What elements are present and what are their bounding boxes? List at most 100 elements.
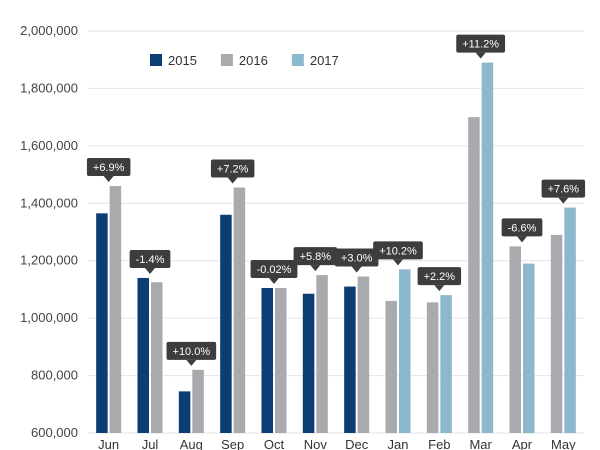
bar-2017-jan xyxy=(399,269,411,433)
legend-item-2016: 2016 xyxy=(220,53,268,68)
bar-2015-aug xyxy=(178,391,191,433)
annotation-box xyxy=(293,247,338,266)
annotation-pointer xyxy=(517,236,527,243)
annotation-callout: +7.6% xyxy=(541,179,586,204)
annotation-label: +2.2% xyxy=(424,271,456,283)
annotation-label: +7.6% xyxy=(548,184,580,196)
annotation-label: +6.9% xyxy=(93,162,125,174)
annotation-callout: -1.4% xyxy=(129,249,171,274)
bar-2016-feb xyxy=(426,302,439,433)
annotation-label: -0.02% xyxy=(257,264,292,276)
annotation-box xyxy=(417,267,462,286)
annotation-callout: +5.8% xyxy=(293,247,338,272)
annotation-pointer xyxy=(269,277,279,284)
x-tick-label: May xyxy=(551,437,576,450)
y-tick-label: 1,800,000 xyxy=(20,80,78,95)
x-tick-label: Nov xyxy=(304,437,328,450)
annotation-pointer xyxy=(434,285,445,292)
legend-swatch xyxy=(220,54,233,66)
bar-2015-jul xyxy=(137,277,149,433)
x-tick-label: Aug xyxy=(180,437,203,450)
bar-2016-apr xyxy=(509,246,521,433)
x-tick-label: Mar xyxy=(469,437,492,450)
legend-label: 2015 xyxy=(168,53,197,68)
annotation-box xyxy=(501,218,543,237)
annotation-pointer xyxy=(310,265,321,272)
bar-2016-jul xyxy=(151,282,163,433)
annotation-label: +10.2% xyxy=(379,245,417,257)
annotation-pointer xyxy=(475,52,486,59)
bar-2017-may xyxy=(564,207,576,433)
gridlines xyxy=(88,30,584,434)
annotation-box xyxy=(456,34,506,53)
x-tick-label: Apr xyxy=(512,437,533,450)
annotation-pointer xyxy=(393,259,403,266)
y-tick-label: 1,400,000 xyxy=(20,195,78,210)
annotation-pointer xyxy=(103,176,114,183)
x-tick-label: Oct xyxy=(264,437,285,450)
annotation-label: +11.2% xyxy=(462,39,499,51)
bar-2016-sep xyxy=(233,187,246,433)
annotation-box xyxy=(541,179,586,198)
bar-2016-dec xyxy=(357,276,370,433)
legend-label: 2016 xyxy=(239,53,268,68)
annotation-callout: +7.2% xyxy=(210,159,255,184)
y-tick-label: 1,200,000 xyxy=(20,253,78,268)
annotation-label: +3.0% xyxy=(341,253,373,265)
x-tick-label: Jun xyxy=(98,437,119,450)
x-tick-label: Jul xyxy=(142,437,159,450)
annotation-callout: +11.2% xyxy=(456,34,506,59)
annotation-callout: -6.6% xyxy=(501,218,543,243)
bar-2015-jun xyxy=(96,213,108,433)
x-tick-label: Feb xyxy=(428,437,450,450)
annotation-callout: +6.9% xyxy=(86,158,131,183)
y-tick-label: 2,000,000 xyxy=(20,23,78,38)
legend-item-2015: 2015 xyxy=(150,53,197,68)
x-tick-label: Dec xyxy=(345,437,369,450)
y-axis: 600,000 800,000 1,000,000 1,200,000 1,400,00… xyxy=(20,23,78,440)
annotation-box xyxy=(334,248,379,267)
annotation-pointer xyxy=(145,267,155,274)
bar-2015-dec xyxy=(344,286,356,433)
bar-2016-mar xyxy=(468,117,480,434)
bar-2015-sep xyxy=(220,214,232,433)
annotation-callout: +3.0% xyxy=(334,248,379,273)
y-tick-label: 1,600,000 xyxy=(20,138,78,153)
annotation-label: -6.6% xyxy=(508,222,537,234)
y-tick-label: 800,000 xyxy=(31,368,78,383)
bars xyxy=(96,62,576,434)
bar-2017-apr xyxy=(523,263,535,433)
annotation-box xyxy=(86,158,131,177)
annotation-callout: +2.2% xyxy=(417,267,462,292)
annotation-callout: -0.02% xyxy=(250,259,298,284)
legend-swatch xyxy=(291,54,304,66)
annotation-callout: +10.2% xyxy=(373,241,423,266)
annotation-pointer xyxy=(351,266,362,273)
x-axis: Jun Jul Aug Sep Oct Nov Dec Jan Feb Mar Apr May xyxy=(98,437,576,450)
annotation-box xyxy=(129,249,171,268)
annotation-box xyxy=(166,341,217,360)
annotation-pointer xyxy=(186,359,197,366)
bar-2016-jun xyxy=(109,186,122,433)
legend-item-2017: 2017 xyxy=(291,53,339,68)
annotation-label: +10.0% xyxy=(173,346,211,358)
annotation-box xyxy=(373,241,423,260)
annotation-label: -1.4% xyxy=(136,254,165,266)
annotation-callout: +10.0% xyxy=(166,341,217,366)
bar-2016-may xyxy=(550,234,563,433)
legend-label: 2017 xyxy=(310,53,339,68)
bar-2016-aug xyxy=(192,369,204,433)
annotations: +6.9% -1.4% +10.0% +7.2% -0.02% +5.8% +3.0% +10… xyxy=(86,34,586,366)
bar-2016-jan xyxy=(385,300,397,433)
bar-2015-nov xyxy=(302,293,315,433)
bar-2015-oct xyxy=(261,287,273,433)
annotation-label: +5.8% xyxy=(300,251,332,263)
x-tick-label: Jan xyxy=(388,437,409,450)
legend-swatch xyxy=(150,54,162,66)
x-tick-label: Sep xyxy=(221,437,244,450)
legend: 2015 2016 2017 xyxy=(150,53,339,68)
annotation-pointer xyxy=(558,197,569,204)
bar-2017-feb xyxy=(440,295,452,433)
bar-2016-oct xyxy=(275,287,287,433)
